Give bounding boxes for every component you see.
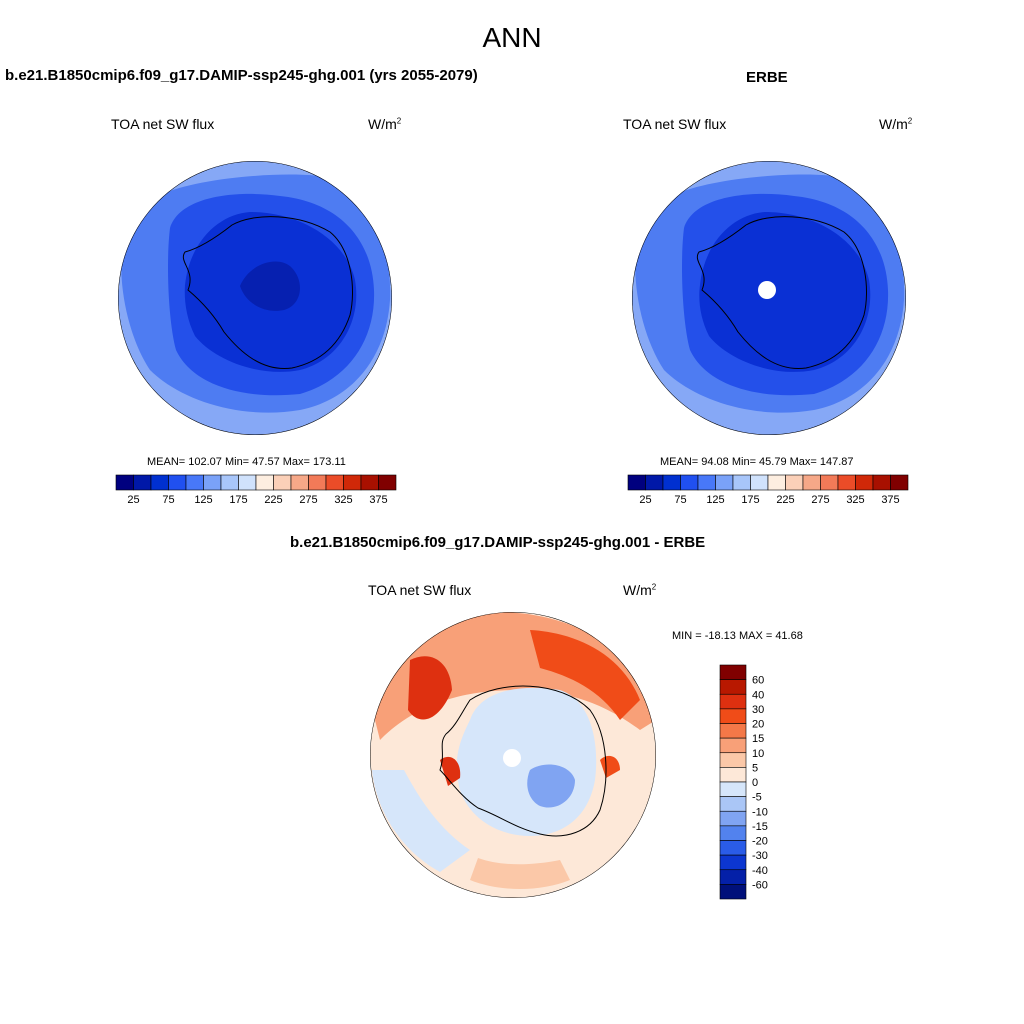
panel-1-colorbar-color-box: [168, 474, 187, 491]
panel-2-stats: MEAN= 94.08 Min= 45.79 Max= 147.87: [660, 456, 854, 468]
panel-3-colorbar-tick-label: -40: [752, 865, 768, 877]
panel-3-colorbar-tick-label: -15: [752, 821, 768, 833]
panel-1-colorbar-color-box: [325, 474, 344, 491]
panel-1-colorbar-color-box: [238, 474, 257, 491]
panel-1-colorbar-color-box: [255, 474, 274, 491]
panel-2-colorbar-color-box: [872, 474, 891, 491]
panel-1-colorbar-color-box: [343, 474, 362, 491]
panel-3-colorbar-color-box: [719, 737, 747, 754]
panel-2-variable-label: TOA net SW flux: [623, 116, 727, 132]
panel-2-colorbar-tick-label: 25: [639, 494, 651, 506]
panel-2-colorbar-color-box: [767, 474, 786, 491]
panel-1-colorbar-color-box: [133, 474, 152, 491]
panel-3-colorbar-tick-label: 30: [752, 704, 764, 716]
panel-1-colorbar-color-box: [378, 474, 397, 491]
panel-3-stats: MIN = -18.13 MAX = 41.68: [672, 630, 803, 642]
panel-1-colorbar-tick-label: 175: [229, 494, 247, 506]
panel-2-colorbar-color-box: [890, 474, 909, 491]
panel-3-colorbar-color-box: [719, 869, 747, 885]
panel-2-colorbar-color-box: [697, 474, 716, 491]
panel-1-colorbar-color-box: [360, 474, 379, 491]
panel-1-colorbar-color-box: [308, 474, 327, 491]
panel-3-colorbar-color-box: [719, 679, 747, 695]
panel-1-colorbar-tick-label: 75: [162, 494, 174, 506]
panel-2-units: W/m2: [879, 116, 913, 132]
panel-2-colorbar-tick-label: 125: [706, 494, 724, 506]
panel-2-map: [632, 161, 906, 435]
figure-title: ANN: [482, 22, 542, 53]
panel-1-colorbar-color-box: [220, 474, 239, 491]
panel-3-colorbar-tick-label: 20: [752, 719, 764, 731]
panel-3-colorbar-tick-label: -20: [752, 836, 768, 848]
panel-3-colorbar-tick-label: 10: [752, 748, 764, 760]
panel-2-colorbar-tick-label: 225: [776, 494, 794, 506]
panel-1-stats: MEAN= 102.07 Min= 47.57 Max= 173.11: [147, 456, 346, 468]
panel-2-colorbar-color-box: [645, 474, 664, 491]
panel-3-title: b.e21.B1850cmip6.f09_g17.DAMIP-ssp245-gh…: [290, 534, 706, 551]
panel-3-colorbar-tick-label: 0: [752, 777, 758, 789]
panel-2-colorbar-tick-label: 375: [881, 494, 899, 506]
panel-2-colorbar-color-box: [627, 474, 646, 491]
panel-1-colorbar-tick-label: 275: [299, 494, 317, 506]
panel-3-colorbar-color-box: [719, 767, 747, 783]
panel-2-colorbar-color-box: [680, 474, 699, 491]
panel-2-colorbar-color-box: [785, 474, 804, 491]
panel-2-colorbar-color-box: [732, 474, 751, 491]
panel-1-variable-label: TOA net SW flux: [111, 116, 215, 132]
panel-3-colorbar-color-box: [719, 825, 747, 841]
panel-3-colorbar-color-box: [719, 723, 747, 739]
panel-1-colorbar-tick-label: 125: [194, 494, 212, 506]
panel-3-colorbar-color-box: [719, 708, 747, 724]
panel-2-colorbar-color-box: [802, 474, 821, 491]
panel-3-colorbar-color-box: [719, 884, 747, 900]
panel-1-colorbar-color-box: [273, 474, 292, 491]
panel-3-colorbar-color-box: [719, 752, 747, 768]
panel-1-colorbar: 25 75 125 175 225 275 325 375: [115, 474, 397, 506]
panel-2-colorbar: 25 75 125 175 225 275 325 375: [627, 474, 909, 506]
panel-2-colorbar-color-box: [837, 474, 856, 491]
panel-1-title: b.e21.B1850cmip6.f09_g17.DAMIP-ssp245-gh…: [5, 67, 478, 84]
panel-1-colorbar-color-box: [115, 474, 134, 491]
panel-1-colorbar-tick-label: 325: [334, 494, 352, 506]
panel-3-colorbar-tick-label: -60: [752, 879, 768, 891]
panel-3-colorbar-tick-label: 40: [752, 689, 764, 701]
panel-3-colorbar: 60 40 30 20 15 10 5 0 -5 -10 -15 -20 -30 -40 -60: [719, 664, 768, 900]
panel-3-colorbar-color-box: [719, 840, 747, 856]
panel-3-variable-label: TOA net SW flux: [368, 582, 472, 598]
panel-2-colorbar-color-box: [750, 474, 769, 491]
panel-2-colorbar-tick-label: 75: [674, 494, 686, 506]
panel-3-colorbar-color-box: [719, 810, 747, 827]
panel-3-colorbar-tick-label: 5: [752, 762, 758, 774]
panel-3-colorbar-tick-label: -10: [752, 806, 768, 818]
panel-3-colorbar-color-box: [719, 781, 747, 797]
panel-3-map: [370, 612, 656, 898]
panel-1-colorbar-tick-label: 225: [264, 494, 282, 506]
panel-3-colorbar-color-box: [719, 854, 747, 871]
panel-1-colorbar-color-box: [185, 474, 204, 491]
panel-3-colorbar-tick-label: -5: [752, 792, 762, 804]
panel-3-colorbar-color-box: [719, 693, 747, 710]
panel-2-colorbar-color-box: [715, 474, 734, 491]
panel-3-colorbar-tick-label: 15: [752, 733, 764, 745]
panel-2-colorbar-color-box: [820, 474, 839, 491]
panel-1-colorbar-tick-label: 25: [127, 494, 139, 506]
panel-2-colorbar-tick-label: 325: [846, 494, 864, 506]
panel-1-colorbar-color-box: [290, 474, 309, 491]
panel-2-colorbar-color-box: [855, 474, 874, 491]
panel-1-map: [118, 161, 392, 435]
panel-1-colorbar-color-box: [150, 474, 169, 491]
panel-3-colorbar-color-box: [719, 796, 747, 812]
panel-1-colorbar-tick-label: 375: [369, 494, 387, 506]
panel-2-colorbar-color-box: [662, 474, 681, 491]
panel-3-colorbar-tick-label: -30: [752, 850, 768, 862]
panel-3-colorbar-color-box: [719, 664, 747, 680]
panel-3-units: W/m2: [623, 582, 657, 598]
panel-3-colorbar-tick-label: 60: [752, 675, 764, 687]
panel-2-title: ERBE: [746, 69, 788, 86]
panel-1-units: W/m2: [368, 116, 402, 132]
panel-2-colorbar-tick-label: 275: [811, 494, 829, 506]
panel-2-colorbar-tick-label: 175: [741, 494, 759, 506]
panel-1-colorbar-color-box: [203, 474, 222, 491]
